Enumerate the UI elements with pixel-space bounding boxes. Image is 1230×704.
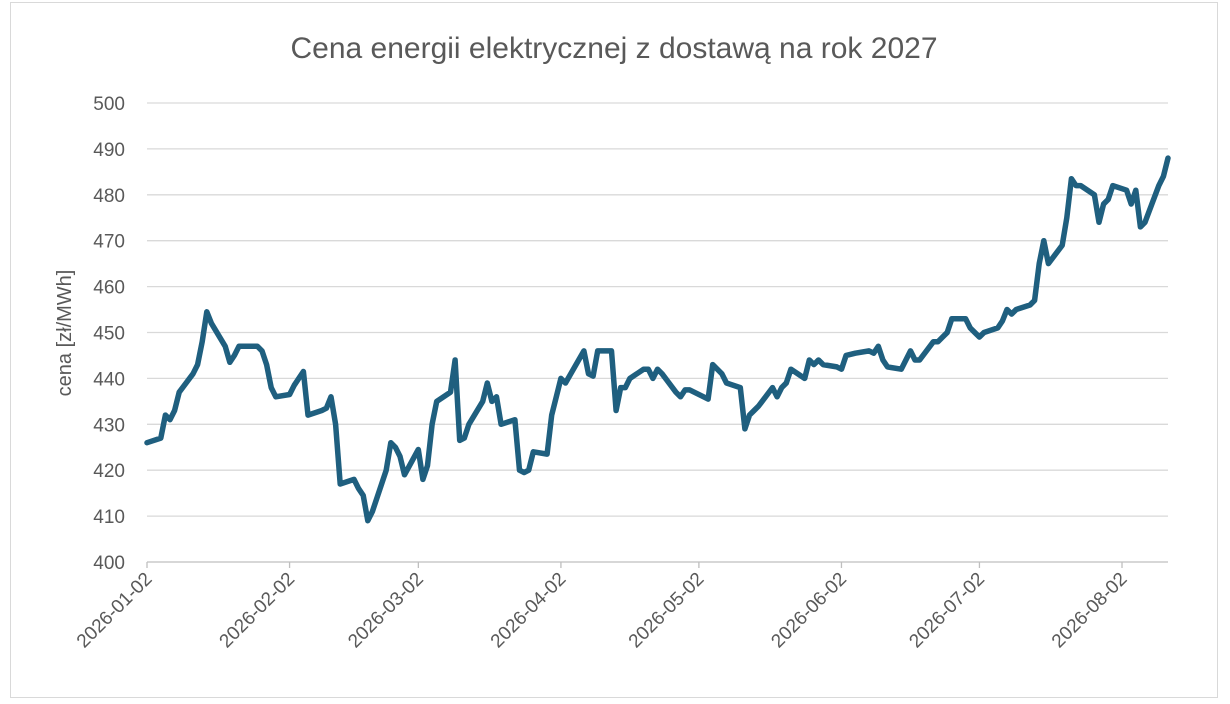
- y-tick-label: 490: [93, 140, 125, 161]
- x-tick-label: 2026-07-02: [905, 569, 989, 653]
- x-axis-tick-labels: 2026-01-02 2026-02-02 2026-03-02 2026-04-02…: [73, 562, 1132, 652]
- chart-title: Cena energii elektrycznej z dostawą na r…: [290, 32, 937, 65]
- x-tick-label: 2026-03-02: [344, 569, 428, 653]
- series-line: [144, 155, 1171, 524]
- y-axis-label: cena [zł/MWh]: [54, 270, 76, 397]
- x-tick-label: 2026-04-02: [487, 569, 571, 653]
- y-tick-label: 430: [93, 415, 125, 436]
- x-tick-label: 2026-01-02: [73, 569, 157, 653]
- y-tick-label: 460: [93, 278, 125, 299]
- y-tick-label: 480: [93, 186, 125, 207]
- y-tick-label: 470: [93, 232, 125, 253]
- y-tick-label: 410: [93, 507, 125, 528]
- series-layer: [144, 155, 1171, 524]
- x-tick-label: 2026-05-02: [625, 569, 709, 653]
- x-tick-label: 2026-06-02: [767, 569, 851, 653]
- x-tick-label: 2026-08-02: [1048, 569, 1132, 653]
- y-tick-label: 450: [93, 324, 125, 345]
- y-tick-label: 440: [93, 369, 125, 390]
- y-tick-label: 500: [93, 94, 125, 115]
- y-axis-tick-labels: 400 410 420 430 440 450 460 470 480 490 500: [93, 94, 125, 574]
- y-tick-label: 400: [93, 553, 125, 574]
- x-tick-label: 2026-02-02: [216, 569, 300, 653]
- y-tick-label: 420: [93, 461, 125, 482]
- gridlines: [147, 102, 1168, 517]
